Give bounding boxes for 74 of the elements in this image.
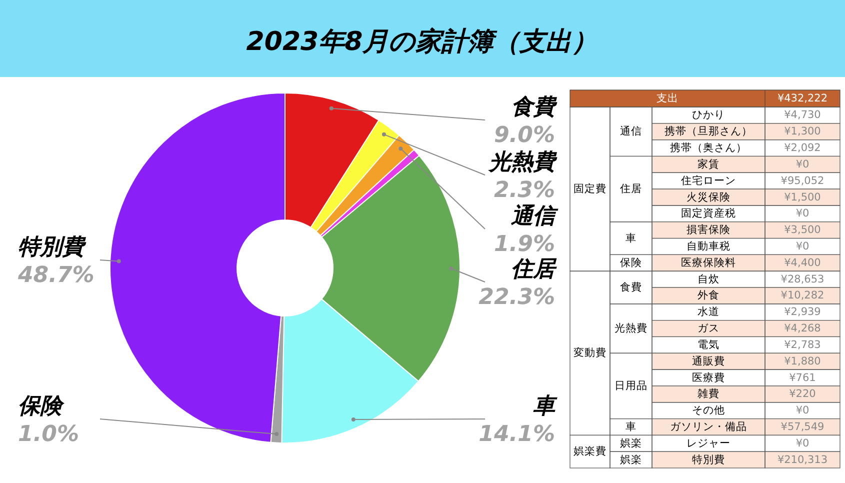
data-label: 48.7% (17, 263, 94, 288)
slice-label: 通信 (510, 204, 559, 229)
text: ¥4,730 (784, 109, 821, 122)
text: 保険 (620, 256, 642, 269)
category-label: 固定資産税 (681, 206, 736, 220)
data-label: 2.3% (494, 178, 555, 203)
category-label: 住宅ローン (681, 174, 736, 187)
slice-label: 食費 (511, 95, 558, 120)
category-label: 損害保険 (686, 223, 730, 236)
category-label: 特別費 (692, 452, 725, 466)
category-label: その他 (692, 404, 725, 417)
category-label: 電気 (698, 338, 720, 351)
text: ¥220 (789, 388, 816, 400)
text: ¥432,222 (777, 92, 828, 104)
data-label: 22.3% (478, 285, 555, 310)
text: ¥0 (796, 208, 810, 220)
text: ¥0 (796, 437, 810, 450)
text: 支出 (656, 92, 678, 104)
text: ¥0 (796, 158, 810, 170)
text: ¥4,268 (784, 322, 821, 335)
category-label: 水道 (698, 305, 720, 318)
data-label: 1.0% (18, 422, 80, 447)
text: ¥2,092 (784, 142, 821, 154)
text: 車 (626, 231, 636, 244)
text: ¥0 (796, 404, 810, 417)
text: 変動費 (574, 346, 606, 360)
text: ¥95,052 (780, 174, 824, 187)
category-label: 医療費 (692, 370, 725, 384)
data-label: 1.9% (494, 232, 555, 257)
slice-label: 光熱費 (487, 150, 558, 175)
text: ¥1,300 (784, 126, 821, 138)
category-label: 自動車税 (686, 239, 730, 252)
chart-title: 2023年8月の家計簿（支出） (246, 27, 598, 57)
text: 娯楽費 (574, 444, 606, 458)
text: 日用品 (614, 380, 648, 392)
category-label: 自炊 (698, 273, 720, 286)
text: 固定費 (574, 182, 606, 196)
text: 通信 (620, 124, 642, 138)
category-label: ひかり (692, 109, 725, 122)
category-label: 家賃 (698, 157, 720, 170)
text: ¥4,400 (784, 256, 821, 269)
text: 住居 (620, 183, 642, 196)
slice-label: 住居 (511, 257, 557, 282)
category-label: 医療保険料 (681, 256, 736, 269)
slice-label: 特別費 (18, 235, 87, 260)
text: 車 (626, 420, 636, 433)
category-label: 外食 (698, 290, 720, 302)
slice-label: 車 (533, 394, 558, 419)
text: 食費 (620, 280, 642, 294)
text: ¥0 (796, 240, 810, 252)
text: ¥57,549 (780, 420, 824, 433)
text: 娯楽 (620, 437, 642, 450)
category-label: 携帯（旦那さん） (664, 124, 752, 138)
data-label: 14.1% (478, 422, 555, 447)
category-label: 火災保険 (686, 190, 730, 204)
text: ¥1,500 (784, 191, 821, 204)
text: ¥3,500 (784, 224, 821, 236)
text: ¥1,880 (784, 355, 821, 368)
category-label: 通販費 (692, 354, 725, 368)
category-label: レジャー (686, 437, 730, 450)
slice-label: 保険 (18, 394, 65, 419)
category-label: 携帯（奥さん） (670, 141, 747, 154)
data-label: 9.0% (494, 123, 555, 148)
category-label: ガソリン・備品 (670, 420, 747, 433)
text: 光熱費 (614, 322, 648, 335)
category-label: ガス (698, 322, 720, 335)
text: ¥28,653 (780, 273, 824, 286)
category-label: 雑費 (698, 387, 720, 400)
text: ¥10,282 (780, 290, 824, 302)
text: ¥2,939 (784, 306, 821, 318)
text: ¥761 (789, 372, 816, 384)
text: 娯楽 (620, 454, 642, 466)
text: ¥2,783 (784, 338, 821, 351)
text: ¥210,313 (777, 454, 828, 466)
